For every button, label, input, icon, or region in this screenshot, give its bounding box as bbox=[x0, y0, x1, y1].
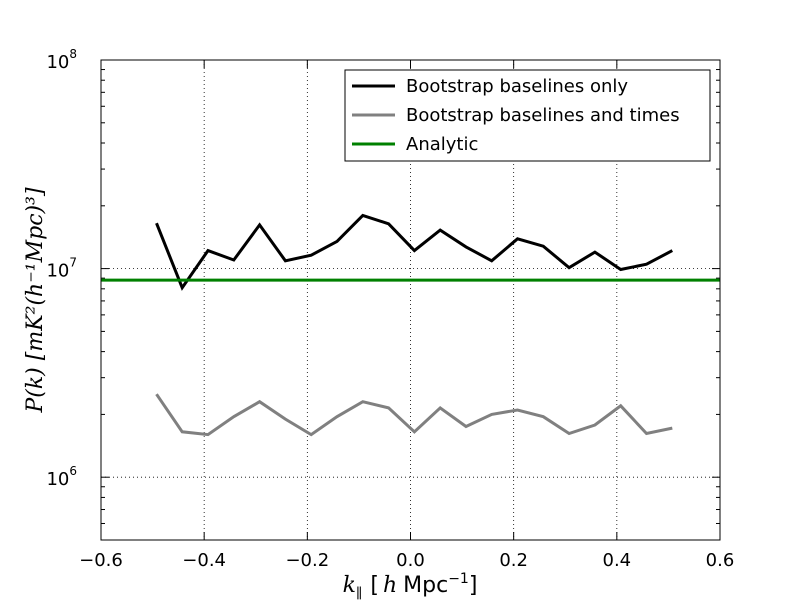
x-axis-label-k: k bbox=[343, 573, 356, 598]
x-tick-label: 0.6 bbox=[706, 550, 735, 571]
legend-label-bootstrap-baselines: Bootstrap baselines only bbox=[406, 76, 628, 97]
x-axis-label-unit-exponent: −1 bbox=[448, 571, 469, 587]
plot-frame bbox=[100, 59, 721, 541]
legend-label-bootstrap-baselines-times: Bootstrap baselines and times bbox=[406, 105, 680, 126]
legend-box bbox=[344, 69, 711, 162]
x-axis-label-h: h bbox=[383, 573, 397, 598]
series-line-bootstrap-baselines-times bbox=[155, 393, 673, 437]
x-axis-label-open-bracket: [ bbox=[370, 573, 379, 598]
x-axis-label: k∥ [h Mpc−1] bbox=[343, 571, 478, 600]
legend: Bootstrap baselines only Bootstrap basel… bbox=[344, 69, 711, 162]
x-tick-label: −0.2 bbox=[285, 550, 329, 571]
y-tick-label: 107 bbox=[46, 256, 77, 282]
legend-label-analytic: Analytic bbox=[406, 134, 478, 155]
series-line-bootstrap-baselines bbox=[155, 213, 673, 291]
x-tick-label: 0.2 bbox=[499, 550, 528, 571]
y-tick-labels: 106 107 108 bbox=[46, 47, 77, 490]
x-tick-label: −0.6 bbox=[79, 550, 123, 571]
x-tick-label: −0.4 bbox=[182, 550, 226, 571]
x-axis-label-unit: Mpc bbox=[403, 573, 448, 598]
x-axis-label-subscript: ∥ bbox=[356, 586, 362, 600]
y-axis-label: P(k) [mK²(h⁻¹Mpc)³] bbox=[23, 187, 48, 414]
minor-ticks bbox=[101, 69, 720, 524]
x-tick-labels: −0.6 −0.4 −0.2 0.0 0.2 0.4 0.6 bbox=[79, 550, 734, 571]
y-tick-label: 106 bbox=[46, 464, 77, 490]
y-tick-label: 108 bbox=[46, 47, 77, 73]
x-axis-label-close-bracket: ] bbox=[469, 573, 478, 598]
series-lines bbox=[101, 213, 720, 437]
x-tick-label: 0.0 bbox=[396, 550, 425, 571]
x-tick-label: 0.4 bbox=[603, 550, 632, 571]
